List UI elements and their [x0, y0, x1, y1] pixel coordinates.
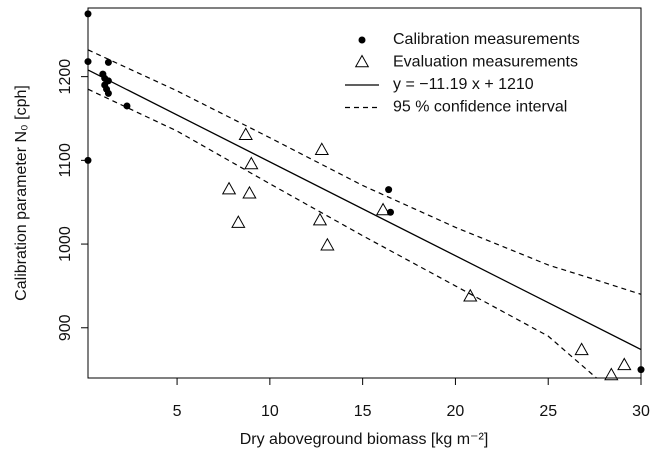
confidence-lower: [87, 88, 597, 379]
evaluation-point: [314, 142, 329, 156]
y-axis-title: Calibration parameter N₀ [cph]: [13, 85, 30, 301]
evaluation-point: [312, 212, 328, 226]
calibration-point: [104, 89, 112, 97]
evaluation-point: [244, 156, 259, 170]
evaluation-point: [242, 185, 257, 199]
evaluation-point: [574, 342, 589, 356]
plot-frame: [87, 7, 642, 379]
evaluation-point: [617, 357, 632, 371]
legend-label: 95 % confidence interval: [393, 99, 567, 116]
calibration-point: [385, 186, 393, 194]
calibration-point: [637, 366, 645, 374]
calibration-point: [84, 58, 92, 66]
calibration-point: [123, 102, 131, 110]
legend-label: Evaluation measurements: [393, 54, 578, 71]
legend-label: Calibration measurements: [393, 31, 580, 48]
fit-line: [87, 69, 642, 351]
evaluation-point: [375, 202, 391, 216]
legend-label: y = −11.19 x + 1210: [393, 76, 534, 93]
evaluation-point: [320, 237, 335, 251]
confidence-upper: [87, 49, 642, 295]
calibration-point: [84, 156, 92, 164]
evaluation-point: [231, 215, 246, 228]
y-tick-label: 900: [57, 314, 74, 341]
y-tick-label: 1100: [57, 143, 74, 178]
x-tick-label: 25: [539, 403, 557, 420]
x-tick-label: 10: [261, 403, 279, 420]
x-axis-title: Dry aboveground biomass [kg m⁻²]: [240, 431, 489, 448]
y-tick-label: 1000: [57, 226, 74, 262]
evaluation-point: [463, 288, 478, 302]
x-tick-label: 15: [354, 403, 372, 420]
x-tick-label: 5: [173, 403, 182, 420]
evaluation-point: [604, 367, 619, 381]
calibration-point: [104, 58, 112, 66]
calibration-point: [84, 10, 92, 18]
legend-marker: [354, 54, 370, 68]
evaluation-point: [221, 181, 237, 195]
legend-marker: [358, 36, 366, 44]
evaluation-point: [238, 127, 253, 140]
x-tick-label: 30: [632, 403, 650, 420]
y-tick-label: 1200: [57, 59, 74, 95]
x-tick-label: 20: [447, 403, 465, 420]
